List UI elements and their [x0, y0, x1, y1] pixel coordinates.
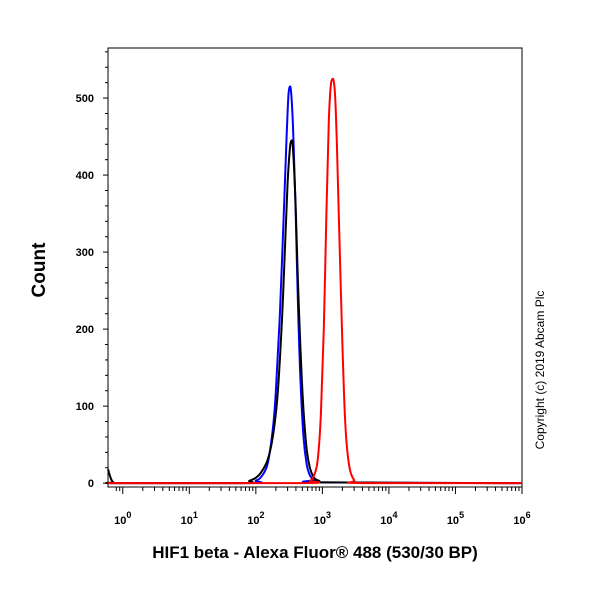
y-tick-label: 0: [88, 478, 94, 490]
x-tick-label: 105: [447, 510, 464, 527]
y-axis-ticks: 0 100 200 300 400 500: [76, 51, 108, 490]
histogram-series-1: [108, 85, 523, 485]
y-tick-label: 200: [76, 324, 94, 336]
x-tick-label: 104: [380, 510, 397, 527]
plot-frame: [107, 47, 523, 488]
y-axis-title: Count: [29, 242, 50, 298]
histogram-series-2: [105, 139, 523, 485]
copyright-text: Copyright (c) 2019 Abcam Plc: [533, 291, 547, 450]
x-axis-title: HIF1 beta - Alexa Fluor® 488 (530/30 BP): [152, 543, 478, 562]
y-tick-label: 300: [76, 247, 94, 259]
x-tick-label: 100: [114, 510, 131, 527]
y-tick-label: 100: [76, 401, 94, 413]
y-tick-label: 500: [76, 93, 94, 105]
x-tick-label: 101: [181, 510, 198, 527]
histogram-series-3: [108, 77, 522, 485]
x-axis-ticks: 100 101 102 103 104 105 106: [114, 487, 531, 527]
y-tick-label: 400: [76, 170, 94, 182]
x-tick-label: 103: [314, 510, 331, 527]
x-tick-label: 106: [513, 510, 530, 527]
x-tick-label: 102: [247, 510, 264, 527]
series-layer: [105, 77, 523, 485]
